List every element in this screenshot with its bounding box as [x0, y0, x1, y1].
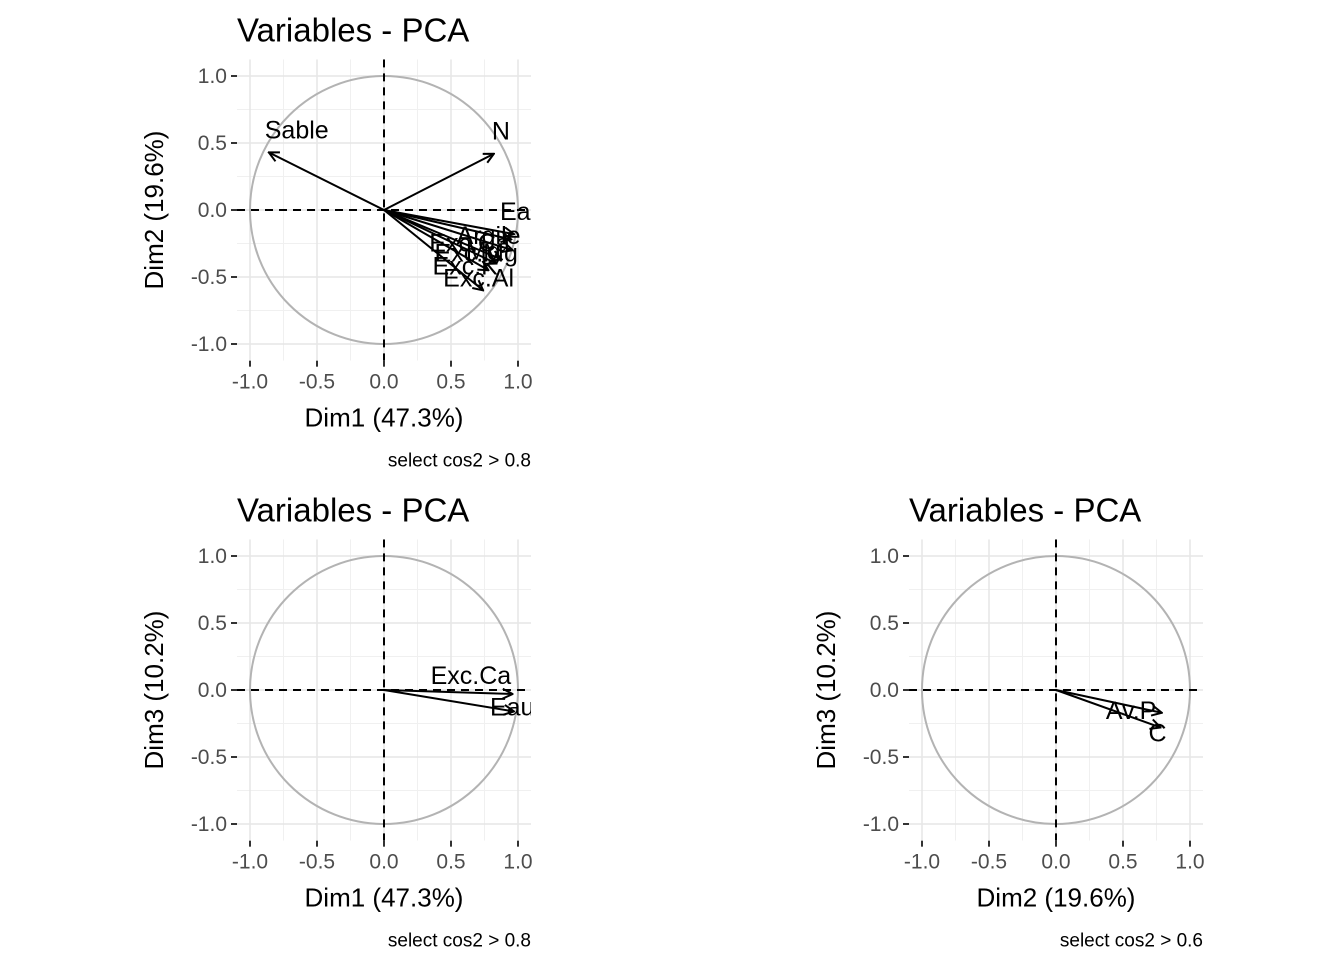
chart-caption: select cos2 > 0.8	[388, 931, 531, 952]
variable-label: Eau	[500, 198, 544, 226]
plot-area: Exc.Ca Eau	[237, 539, 534, 841]
y-tick-label: -0.5	[191, 746, 227, 769]
y-tick-label: 1.0	[870, 545, 899, 568]
x-tick-label: 0.5	[1108, 851, 1137, 874]
y-tick-label: -0.5	[863, 746, 899, 769]
variable-label: Av.P	[1106, 697, 1157, 725]
variable-arrow	[383, 689, 514, 711]
variable-label: Exc.Mg	[435, 240, 518, 268]
x-tick-label: 1.0	[1175, 851, 1204, 874]
variable-label: Argile	[457, 222, 521, 250]
chart-caption: select cos2 > 0.6	[1060, 931, 1203, 952]
y-tick-label: -0.5	[191, 266, 227, 289]
variable-arrow	[1055, 689, 1162, 713]
pca-panel-3: Av.PC -1.0-1.0 -0.5 -0.5 0.0 0.0 0.5 0.5 1.0 1.0 V…	[811, 491, 1205, 951]
y-tick-label: -1.0	[191, 813, 227, 836]
variable-label: Eau	[490, 693, 534, 721]
x-tick-label: -0.5	[299, 371, 335, 394]
variable-arrow	[383, 690, 513, 694]
chart-caption: select cos2 > 0.8	[388, 451, 531, 472]
variable-label: Exc.Al	[443, 264, 514, 292]
y-tick-label: 0.0	[870, 679, 899, 702]
variable-arrow	[383, 154, 494, 211]
variable-label: N	[492, 118, 510, 146]
y-tick-label: 0.5	[198, 612, 227, 635]
variable-label: Mg	[466, 238, 501, 266]
x-tick-label: 1.0	[503, 371, 532, 394]
x-tick-label: 0.0	[369, 851, 398, 874]
variable-label: Exc.K	[433, 252, 499, 280]
x-tick-label: 1.0	[503, 851, 532, 874]
variable-label: Exc.Ca	[429, 229, 510, 257]
x-tick-label: -0.5	[299, 851, 335, 874]
variable-arrow	[383, 209, 483, 290]
y-tick-label: 0.0	[198, 199, 227, 222]
y-tick-label: 1.0	[198, 545, 227, 568]
y-tick-label: -1.0	[191, 333, 227, 356]
y-axis-title: Dim3 (10.2%)	[811, 611, 841, 770]
pca-panel-2: Exc.Ca Eau -1.0-1.0 -0.5 -0.5 0.0 0.0 0.5 0.5 1.0…	[139, 491, 534, 952]
x-tick-label: 0.0	[1041, 851, 1070, 874]
chart-title: Variables - PCA	[237, 11, 469, 48]
variable-arrow	[383, 209, 489, 270]
y-axis-title: Dim2 (19.6%)	[139, 131, 169, 290]
y-axis-title: Dim3 (10.2%)	[139, 611, 169, 770]
y-tick-label: 1.0	[198, 65, 227, 88]
x-tick-label: 0.0	[369, 371, 398, 394]
y-tick-label: -1.0	[863, 813, 899, 836]
chart-title: Variables - PCA	[909, 491, 1141, 528]
x-axis-title: Dim1 (47.3%)	[305, 883, 464, 913]
x-tick-label: -1.0	[232, 851, 268, 874]
variable-label: C	[1149, 720, 1167, 748]
x-tick-label: 0.5	[436, 851, 465, 874]
variable-label: Sable	[265, 116, 329, 144]
y-tick-label: 0.0	[198, 679, 227, 702]
variable-arrow	[383, 209, 497, 264]
pca-panel-1: Sable N Eau Exc.CaArgileMgExc.MgExc.KExc.Al…	[139, 11, 544, 472]
chart-title: Variables - PCA	[237, 491, 469, 528]
x-axis-title: Dim2 (19.6%)	[977, 883, 1136, 913]
x-tick-label: 0.5	[436, 371, 465, 394]
x-tick-label: -1.0	[232, 371, 268, 394]
variable-arrow	[383, 209, 513, 250]
variable-arrow	[269, 152, 385, 211]
variable-arrow	[383, 209, 511, 239]
variable-label: Exc.Ca	[431, 662, 512, 690]
y-tick-label: 0.5	[198, 132, 227, 155]
plot-area: Av.PC	[909, 539, 1203, 841]
y-tick-label: 0.5	[870, 612, 899, 635]
variable-arrow	[1055, 689, 1161, 728]
x-tick-label: -1.0	[904, 851, 940, 874]
x-tick-label: -0.5	[971, 851, 1007, 874]
x-axis-title: Dim1 (47.3%)	[305, 403, 464, 433]
